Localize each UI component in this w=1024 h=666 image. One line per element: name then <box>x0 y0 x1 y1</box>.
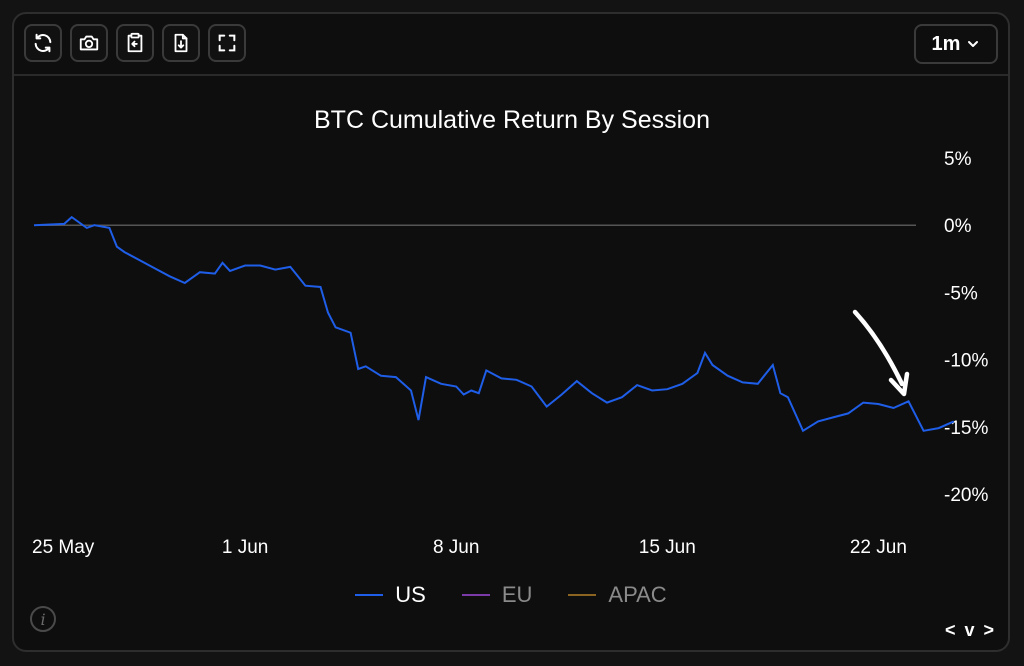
download-file-icon <box>174 33 188 53</box>
info-icon[interactable]: i <box>30 606 56 632</box>
legend-swatch-eu <box>461 594 490 596</box>
chart-panel: 1m BTC Cumulative Return By Session 5% 0%… <box>12 12 1010 652</box>
x-tick-label: 8 Jun <box>433 537 479 558</box>
x-tick-label: 1 Jun <box>222 537 268 558</box>
download-button[interactable] <box>162 24 200 62</box>
legend-label-us: US <box>395 582 426 607</box>
nav-arrows[interactable]: < v > <box>944 620 996 640</box>
legend-item-us[interactable]: US <box>355 582 426 608</box>
y-tick-label: -15% <box>944 418 988 439</box>
copy-button[interactable] <box>116 24 154 62</box>
x-tick-label: 25 May <box>32 537 95 558</box>
chart-toolbar: 1m <box>14 14 1008 76</box>
chart-title: BTC Cumulative Return By Session <box>314 106 710 134</box>
x-axis: 25 May 1 Jun 8 Jun 15 Jun 22 Jun <box>32 537 907 558</box>
legend-item-apac[interactable]: APAC <box>568 582 667 608</box>
fullscreen-icon <box>218 34 236 52</box>
refresh-button[interactable] <box>24 24 62 62</box>
y-tick-label: -10% <box>944 351 988 372</box>
legend-swatch-apac <box>568 594 597 596</box>
camera-icon <box>79 35 99 51</box>
x-tick-label: 15 Jun <box>639 537 696 558</box>
legend-item-eu[interactable]: EU <box>461 582 533 608</box>
y-tick-label: 0% <box>944 216 972 237</box>
series-line-us <box>33 215 955 433</box>
y-tick-label: -20% <box>944 485 988 506</box>
clipboard-icon <box>127 32 143 53</box>
screenshot-button[interactable] <box>70 24 108 62</box>
legend-label-apac: APAC <box>608 582 667 607</box>
fullscreen-button[interactable] <box>208 24 246 62</box>
x-tick-label: 22 Jun <box>850 537 907 558</box>
chevron-down-icon <box>968 41 979 47</box>
chart-area: BTC Cumulative Return By Session 5% 0% -5%… <box>32 106 988 558</box>
range-selector[interactable]: 1m <box>914 24 998 64</box>
y-tick-label: 5% <box>944 149 972 170</box>
y-axis: 5% 0% -5% -10% -15% -20% <box>944 149 988 506</box>
legend-swatch-us <box>355 594 384 596</box>
arrow-annotation <box>852 309 910 397</box>
refresh-icon <box>34 33 52 53</box>
y-tick-label: -5% <box>944 283 978 304</box>
range-selector-label: 1m <box>931 32 961 55</box>
legend-label-eu: EU <box>501 582 533 607</box>
chart-legend: US EU APAC <box>14 582 1008 608</box>
